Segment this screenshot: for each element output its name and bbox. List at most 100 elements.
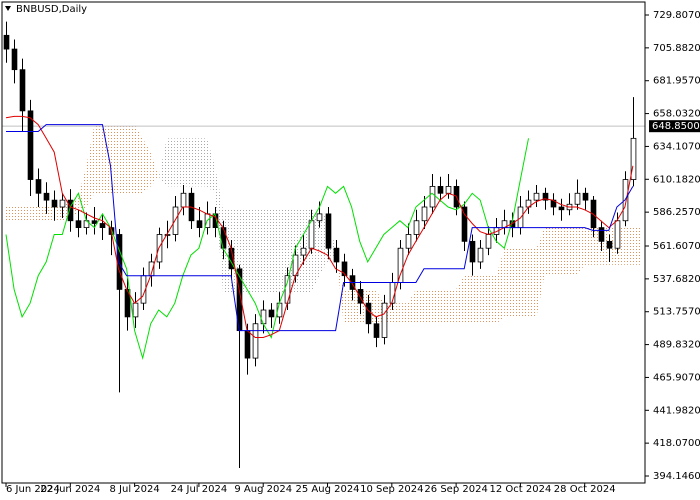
candle-body bbox=[316, 213, 323, 222]
cloud-segment bbox=[448, 289, 457, 324]
cloud-segment bbox=[247, 209, 256, 293]
cloud-segment bbox=[166, 138, 175, 187]
tenkan-line bbox=[5, 115, 634, 338]
candle-body bbox=[622, 179, 629, 222]
candle-body bbox=[533, 192, 540, 201]
candle-body bbox=[485, 234, 492, 249]
y-tick-label: 441.9820 bbox=[653, 405, 700, 416]
cloud-segment bbox=[22, 207, 31, 221]
y-tick-label: 658.0320 bbox=[653, 109, 700, 120]
cloud-segment bbox=[496, 248, 505, 324]
cloud-segment bbox=[399, 303, 408, 324]
candle-body bbox=[27, 110, 34, 180]
chart-title: BNBUSD,Daily bbox=[16, 4, 87, 15]
candle-body bbox=[469, 240, 476, 263]
cloud-segment bbox=[54, 207, 63, 221]
cloud-segment bbox=[102, 124, 111, 194]
candle-body bbox=[373, 323, 380, 338]
cloud-segment bbox=[391, 303, 400, 324]
cloud-segment bbox=[206, 138, 215, 194]
kijun-line bbox=[6, 124, 634, 332]
candle-body bbox=[252, 323, 259, 359]
cloud-segment bbox=[512, 248, 521, 317]
candle-body bbox=[132, 302, 139, 318]
candle-body bbox=[3, 34, 10, 50]
y-tick-label: 418.0700 bbox=[653, 438, 700, 449]
y-tick-label: 586.2570 bbox=[653, 207, 700, 218]
candle-body bbox=[558, 206, 565, 211]
cloud-segment bbox=[432, 289, 441, 324]
candle-body bbox=[67, 199, 74, 222]
cloud-segment bbox=[38, 207, 47, 221]
plot bbox=[2, 21, 645, 468]
cloud-segment bbox=[110, 124, 119, 194]
candle-body bbox=[308, 220, 315, 249]
x-tick-label: 26 Sep 2024 bbox=[424, 484, 487, 495]
candle-body bbox=[397, 247, 404, 283]
cloud-segment bbox=[118, 124, 127, 194]
y-tick-label: 634.1070 bbox=[653, 141, 700, 152]
y-tick-label: 610.1820 bbox=[653, 174, 700, 185]
x-tick-label: 12 Oct 2024 bbox=[490, 484, 552, 495]
cloud-segment bbox=[552, 227, 561, 276]
x-tick-label: 28 Oct 2024 bbox=[554, 484, 616, 495]
cloud-segment bbox=[440, 289, 449, 324]
candle-body bbox=[180, 192, 187, 208]
candle-body bbox=[333, 247, 340, 263]
menu-arrow[interactable] bbox=[5, 6, 11, 11]
cloud-segment bbox=[520, 248, 529, 317]
candle-body bbox=[75, 220, 82, 229]
candle-body bbox=[357, 289, 364, 304]
candle-body bbox=[365, 302, 372, 325]
candle-body bbox=[172, 206, 179, 235]
cloud-segment bbox=[584, 227, 593, 265]
candle-body bbox=[421, 206, 428, 222]
candle-body bbox=[542, 192, 549, 201]
cloud-segment bbox=[335, 248, 344, 324]
current-price-box bbox=[649, 120, 700, 133]
cloud-segment bbox=[134, 124, 143, 194]
candle-body bbox=[35, 179, 42, 194]
cloud-segment bbox=[560, 227, 569, 276]
cloud-segment bbox=[544, 227, 553, 276]
cloud-segment bbox=[488, 275, 497, 324]
candle-body bbox=[606, 240, 613, 249]
candle-body bbox=[614, 220, 621, 249]
candle-body bbox=[91, 220, 98, 224]
x-tick-label: 24 Jul 2024 bbox=[171, 484, 228, 495]
cloud-segment bbox=[568, 227, 577, 276]
candle-body bbox=[477, 247, 484, 263]
cloud-segment bbox=[456, 275, 465, 324]
candle-body bbox=[11, 48, 18, 71]
x-tick-label: 22 Jun 2024 bbox=[40, 484, 100, 495]
cloud-segment bbox=[78, 165, 87, 214]
candle-body bbox=[437, 186, 444, 194]
candle-body bbox=[244, 330, 251, 359]
candle-body bbox=[429, 186, 436, 208]
y-tick-label: 489.8320 bbox=[653, 340, 700, 351]
candle-body bbox=[630, 137, 637, 180]
candle-body bbox=[19, 69, 26, 112]
candle-body bbox=[164, 234, 171, 236]
candle-body bbox=[300, 247, 307, 256]
candle-body bbox=[598, 227, 605, 242]
candle-body bbox=[341, 261, 348, 277]
candle-body bbox=[582, 192, 589, 201]
cloud-segment bbox=[624, 227, 633, 265]
cloud-segment bbox=[415, 289, 424, 324]
y-tick-label: 681.9570 bbox=[653, 76, 700, 87]
cloud-segment bbox=[536, 227, 545, 317]
current-price-label: 648.8500 bbox=[652, 121, 700, 132]
cloud-segment bbox=[504, 248, 513, 317]
x-tick-label: 8 Jul 2024 bbox=[110, 484, 160, 495]
x-tick-label: 10 Sep 2024 bbox=[360, 484, 423, 495]
cloud-segment bbox=[94, 124, 103, 194]
cloud-segment bbox=[126, 124, 135, 194]
cloud-segment bbox=[319, 213, 328, 276]
cloud-segment bbox=[182, 138, 191, 187]
cloud-segment bbox=[528, 248, 537, 317]
cloud-segment bbox=[86, 124, 95, 208]
candle-body bbox=[461, 206, 468, 242]
cloud-segment bbox=[271, 209, 280, 293]
